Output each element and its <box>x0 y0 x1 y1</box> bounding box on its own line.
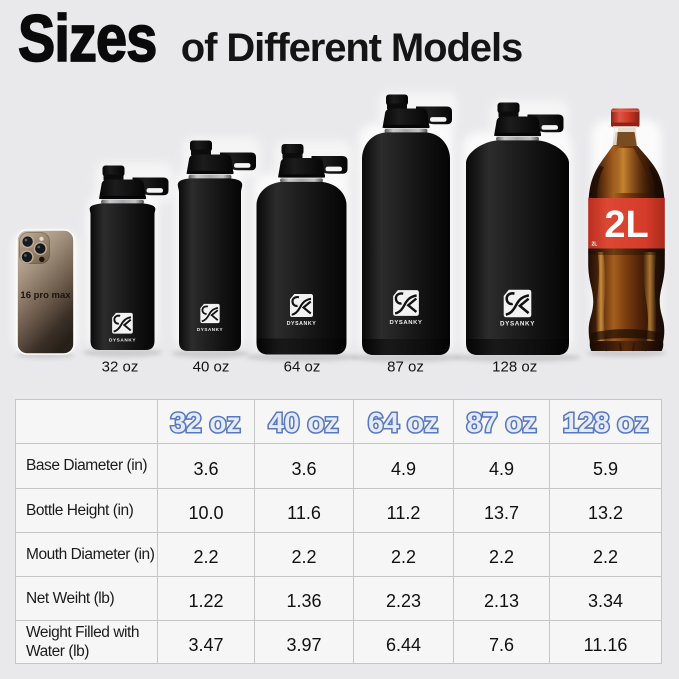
svg-text:DYSANKY: DYSANKY <box>287 321 317 327</box>
svg-text:32 oz: 32 oz <box>102 359 139 376</box>
svg-text:DYSANKY: DYSANKY <box>389 320 422 326</box>
svg-text:DYSANKY: DYSANKY <box>197 327 223 332</box>
svg-text:64 oz: 64 oz <box>284 359 321 376</box>
svg-text:40 oz: 40 oz <box>193 359 230 376</box>
svg-text:87 oz: 87 oz <box>387 359 424 376</box>
svg-text:16 pro max: 16 pro max <box>20 290 71 301</box>
svg-text:128 oz: 128 oz <box>492 359 537 376</box>
svg-text:DYSANKY: DYSANKY <box>500 320 535 327</box>
svg-text:2L: 2L <box>604 204 648 246</box>
svg-text:2L: 2L <box>592 242 598 248</box>
svg-text:DYSANKY: DYSANKY <box>109 337 136 342</box>
